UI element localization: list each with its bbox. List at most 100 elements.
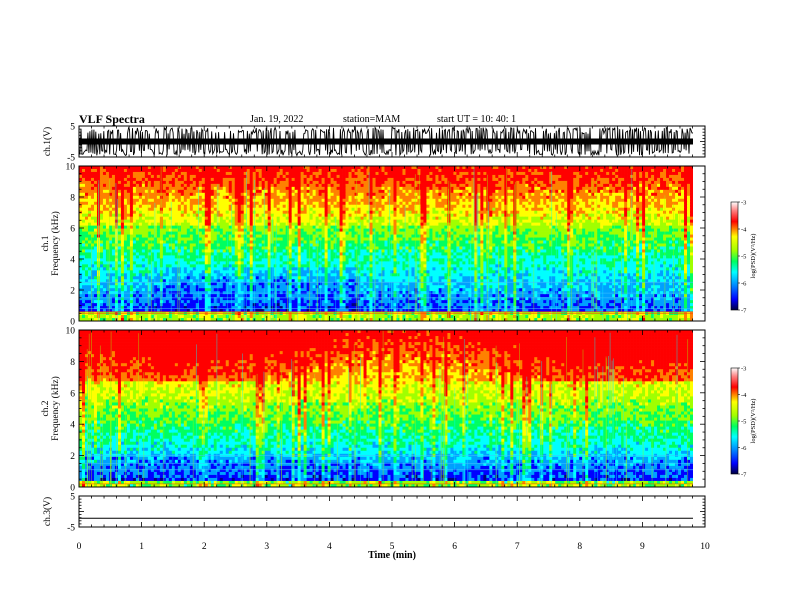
spectrogram-cell xyxy=(645,177,649,182)
spectrogram-cell xyxy=(663,192,667,197)
spectrogram-cell xyxy=(579,183,583,188)
spectrogram-cell xyxy=(486,207,490,212)
spectrogram-cell xyxy=(387,186,391,191)
spectrogram-cell xyxy=(459,174,463,179)
spectrogram-cell xyxy=(210,213,215,218)
spectrogram-cell xyxy=(678,168,682,173)
spectrogram-cell xyxy=(576,204,580,209)
spectrogram-cell xyxy=(231,201,236,206)
spectrogram-cell xyxy=(129,183,134,188)
spectrogram-cell xyxy=(519,174,523,179)
spectrogram-cell xyxy=(375,231,379,235)
spectrogram-cell xyxy=(267,174,272,179)
spectrogram-cell xyxy=(399,186,403,191)
spectrogram-cell xyxy=(402,210,406,215)
spectrogram-cell xyxy=(654,204,658,209)
spectrogram-cell xyxy=(135,231,140,235)
spectrogram-cell xyxy=(279,222,284,226)
spectrogram-cell xyxy=(348,180,352,185)
spectrogram-cell xyxy=(678,189,682,194)
spectrogram-cell xyxy=(231,222,236,226)
spectrogram-cell xyxy=(531,228,535,232)
spectrogram-cell xyxy=(126,168,131,173)
spectrogram-cell xyxy=(237,201,242,206)
spectrogram-cell xyxy=(420,207,424,212)
spectrogram-cell xyxy=(174,219,179,223)
spectrogram-cell xyxy=(642,180,646,185)
spectrogram-cell xyxy=(309,174,313,179)
spectrogram-cell xyxy=(612,219,616,223)
spectrogram-cell xyxy=(564,171,568,176)
spectrogram-cell xyxy=(183,213,188,218)
spectrogram-cell xyxy=(132,234,137,238)
spectrogram-cell xyxy=(345,219,349,223)
spectrogram-cell xyxy=(606,189,610,194)
spectrogram-cell xyxy=(108,166,113,170)
spectrogram-cell xyxy=(189,198,194,203)
spectrogram-cell xyxy=(687,174,691,179)
spectrogram-cell xyxy=(465,180,469,185)
spectrogram-cell xyxy=(426,213,430,218)
spectrogram-cell xyxy=(207,189,212,194)
spectrogram-cell xyxy=(432,225,436,229)
spectrogram-cell xyxy=(552,201,556,206)
spectrogram-cell xyxy=(687,171,691,176)
spectrogram-cell xyxy=(588,207,592,212)
spectrogram-cell xyxy=(486,171,490,176)
spectrogram-cell xyxy=(318,174,322,179)
spectrogram-cell xyxy=(672,189,676,194)
spectrogram-cell xyxy=(165,198,170,203)
spectrogram-cell xyxy=(297,219,301,223)
spectrogram-cell xyxy=(459,183,463,188)
spectrogram-cell xyxy=(231,207,236,212)
spectrogram-cell xyxy=(402,207,406,212)
spectrogram-cell xyxy=(594,177,598,182)
spectrogram-cell xyxy=(501,213,505,218)
spectrogram-cell xyxy=(345,210,349,215)
spectrogram-cell xyxy=(483,171,487,176)
spectrogram-cell xyxy=(591,204,595,209)
spectrogram-cell xyxy=(174,180,179,185)
spectrogram-cell xyxy=(336,201,340,206)
spectrogram-cell xyxy=(639,201,643,206)
spectrogram-cell xyxy=(162,177,167,182)
spectrogram-cell xyxy=(678,204,682,209)
spectrogram-cell xyxy=(633,207,637,212)
spectrogram-cell xyxy=(636,201,640,206)
spectrogram-cell xyxy=(174,166,179,170)
spectrogram-cell xyxy=(495,186,499,191)
spectrogram-cell xyxy=(390,174,394,179)
spectrogram-cell xyxy=(402,198,406,203)
spectrogram-cell xyxy=(624,174,628,179)
spectrogram-cell xyxy=(303,183,307,188)
spectrogram-cell xyxy=(300,210,304,215)
spectrogram-cell xyxy=(111,166,116,170)
spectrogram-cell xyxy=(612,204,616,209)
spectrogram-cell xyxy=(651,222,655,226)
spectrogram-cell xyxy=(684,216,688,220)
spectrogram-cell xyxy=(168,171,173,176)
spectrogram-cell xyxy=(561,216,565,220)
spectrogram-cell xyxy=(423,177,427,182)
spectrogram-cell xyxy=(129,186,134,191)
spectrogram-cell xyxy=(411,174,415,179)
spectrogram-cell xyxy=(273,192,278,197)
spectrogram-cell xyxy=(522,174,526,179)
spectrogram-cell xyxy=(255,174,260,179)
spectrogram-cell xyxy=(537,195,541,200)
spectrogram-cell xyxy=(117,237,122,241)
spectrogram-cell xyxy=(636,219,640,223)
spectrogram-cell xyxy=(147,210,152,215)
spectrogram-cell xyxy=(642,168,646,173)
spectrogram-cell xyxy=(438,166,442,170)
spectrogram-cell xyxy=(576,201,580,206)
spectrogram-cell xyxy=(90,207,95,212)
spectrogram-cell xyxy=(678,201,682,206)
spectrogram-cell xyxy=(456,195,460,200)
spectrogram-cell xyxy=(240,174,245,179)
spectrogram-cell xyxy=(195,174,200,179)
spectrogram-cell xyxy=(82,237,86,241)
spectrogram-cell xyxy=(609,183,613,188)
spectrogram-cell xyxy=(150,183,155,188)
spectrogram-cell xyxy=(627,201,631,206)
